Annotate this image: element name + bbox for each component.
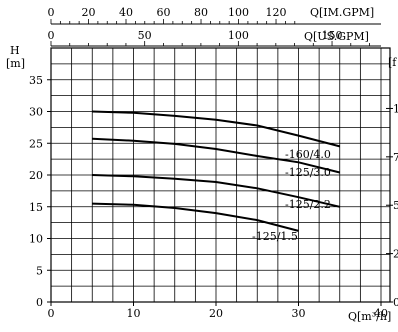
y-axis-title: H (10, 44, 20, 57)
y-tick-label: 25 (29, 137, 43, 150)
top-us-tick-label: 100 (228, 29, 249, 42)
curve-line (92, 174, 341, 208)
top-imperial-tick-label: 20 (82, 6, 96, 19)
curve-label: -125/3.0 (285, 166, 331, 179)
top-imperial-tick-label: 100 (228, 6, 249, 19)
curve-label: -125/2.2 (285, 198, 331, 211)
right-feet-tick-label: 50 (393, 199, 398, 212)
y-tick-label: 10 (29, 233, 43, 246)
ticks: 0 10 20 30 40 0 5 10 15 20 25 30 35 0 20 40 60 80 100 120 0 5… (29, 6, 398, 320)
top-imperial-axis-title: Q[IM.GPM] (310, 6, 374, 19)
x-tick-label: 20 (209, 307, 223, 320)
top-imperial-tick-label: 40 (119, 6, 133, 19)
curve-label: -160/4.0 (285, 148, 331, 161)
right-feet-tick-label: 25 (393, 248, 398, 261)
top-imperial-tick-label: 80 (194, 6, 208, 19)
top-us-tick-label: 50 (138, 29, 152, 42)
right-axis-title: [f (388, 56, 397, 69)
top-us-axis-title: Q[US.GPM] (304, 30, 369, 43)
top-us-tick-label: 150 (322, 29, 343, 42)
x-tick-label: 30 (292, 307, 306, 320)
curve-label: -125/1.5 (252, 230, 298, 243)
curve-line (92, 110, 341, 148)
top-imperial-tick-label: 60 (157, 6, 171, 19)
curve-line (92, 202, 299, 232)
y-axis-unit: [m] (6, 57, 25, 70)
right-feet-tick-label: 0 (393, 296, 398, 309)
y-tick-label: 35 (29, 74, 43, 87)
y-tick-label: 20 (29, 169, 43, 182)
right-feet-tick-label: 75 (393, 151, 398, 164)
y-tick-label: 0 (36, 296, 43, 309)
top-imperial-tick-label: 120 (266, 6, 287, 19)
right-feet-tick-label: 100 (393, 102, 398, 115)
axes (50, 23, 391, 303)
curve-line (92, 137, 341, 174)
y-tick-label: 15 (29, 201, 43, 214)
y-tick-label: 5 (36, 264, 43, 277)
x-tick-label: 10 (127, 307, 141, 320)
x-axis-title: Q[m³/h] (348, 310, 391, 323)
curves (92, 110, 341, 232)
top-imperial-tick-label: 0 (48, 6, 55, 19)
y-tick-label: 30 (29, 106, 43, 119)
top-us-tick-label: 0 (48, 29, 55, 42)
x-tick-label: 40 (374, 307, 388, 320)
labels: Q[m³/h] H[m] Q[IM.GPM] Q[US.GPM] [f -160/4.0 -… (6, 6, 397, 323)
x-tick-label: 0 (48, 307, 55, 320)
